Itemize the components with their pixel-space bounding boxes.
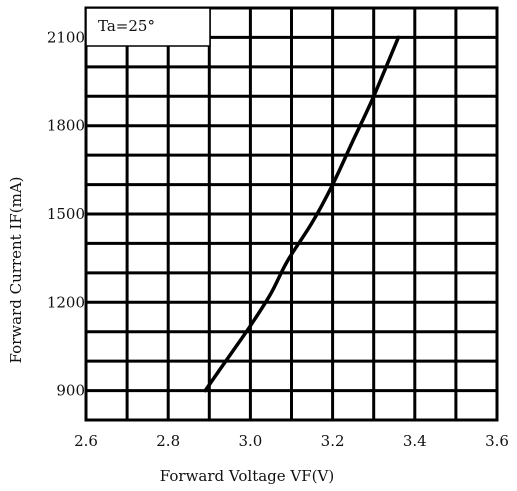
plot-border: [84, 6, 499, 422]
tick-labels: 2.6 2.8 3.0 3.2 3.4 3.6 900 1200 1500 1800 2100: [47, 28, 509, 450]
y-tick-label: 900: [56, 382, 85, 400]
y-tick-label: 1200: [47, 293, 85, 311]
grid: [86, 8, 497, 420]
y-tick-label: 1800: [47, 117, 85, 135]
y-tick-label: 1500: [47, 205, 85, 223]
x-tick-label: 3.2: [321, 432, 345, 450]
x-tick-label: 3.0: [238, 432, 262, 450]
if-vf-curve: [203, 35, 401, 393]
x-tick-label: 3.6: [485, 432, 509, 450]
annotation-box: [85, 7, 211, 47]
y-axis-label: Forward Current IF(mA): [7, 176, 25, 363]
annotation-text: Ta=25°: [98, 17, 155, 35]
x-axis-label: Forward Voltage VF(V): [160, 467, 334, 485]
plot-frame: [84, 6, 499, 422]
y-tick-label: 2100: [47, 28, 85, 46]
x-tick-label: 2.8: [156, 432, 180, 450]
x-tick-label: 2.6: [74, 432, 98, 450]
series-layer: [203, 35, 401, 393]
x-tick-label: 3.4: [403, 432, 427, 450]
